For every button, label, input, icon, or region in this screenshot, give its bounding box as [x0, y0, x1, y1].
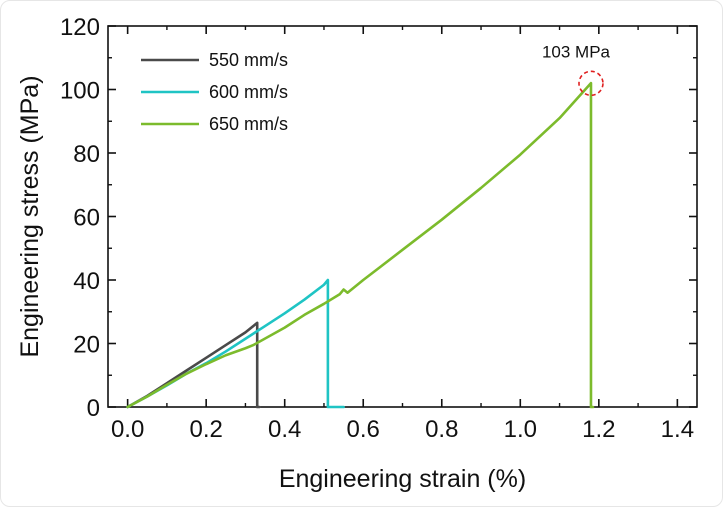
legend: 550 mm/s 600 mm/s 650 mm/s [141, 50, 288, 134]
x-axis-title: Engineering strain (%) [279, 465, 526, 493]
series-layer [126, 81, 595, 409]
y-axis-title: Engineering stress (MPa) [16, 75, 44, 357]
y-tick-label: 80 [73, 141, 100, 168]
series-line-3 [126, 81, 595, 409]
series-line-1 [126, 321, 261, 409]
axis-ticks [108, 25, 697, 408]
x-tick-label: 1.4 [661, 416, 694, 443]
legend-entry-label: 600 mm/s [209, 82, 288, 102]
plot-border [107, 25, 698, 408]
y-tick-label: 100 [60, 78, 100, 105]
x-tick-label: 0.8 [425, 416, 458, 443]
legend-entry-label: 550 mm/s [209, 50, 288, 70]
x-tick-label: 0.2 [189, 416, 222, 443]
annotations-layer: 103 MPa [542, 42, 611, 97]
x-tick-label: 0.4 [268, 416, 301, 443]
x-tick-label: 0.0 [111, 416, 144, 443]
y-tick-label: 20 [73, 332, 100, 359]
x-tick-label: 0.6 [347, 416, 380, 443]
y-tick-label: 60 [73, 205, 100, 232]
axis-tick-labels: 0.0 0.2 0.4 0.6 0.8 1.0 1.2 1.4 0 20 40 60 80 100 120 [60, 14, 694, 443]
peak-marker-circle [578, 70, 604, 97]
peak-annotation-label: 103 MPa [542, 42, 611, 61]
y-tick-label: 40 [73, 268, 100, 295]
x-tick-label: 1.2 [582, 416, 615, 443]
plot-frame [107, 25, 698, 408]
y-tick-label: 0 [87, 395, 100, 422]
legend-entry-label: 650 mm/s [209, 114, 288, 134]
x-tick-label: 1.0 [504, 416, 537, 443]
y-tick-label: 120 [60, 14, 100, 41]
